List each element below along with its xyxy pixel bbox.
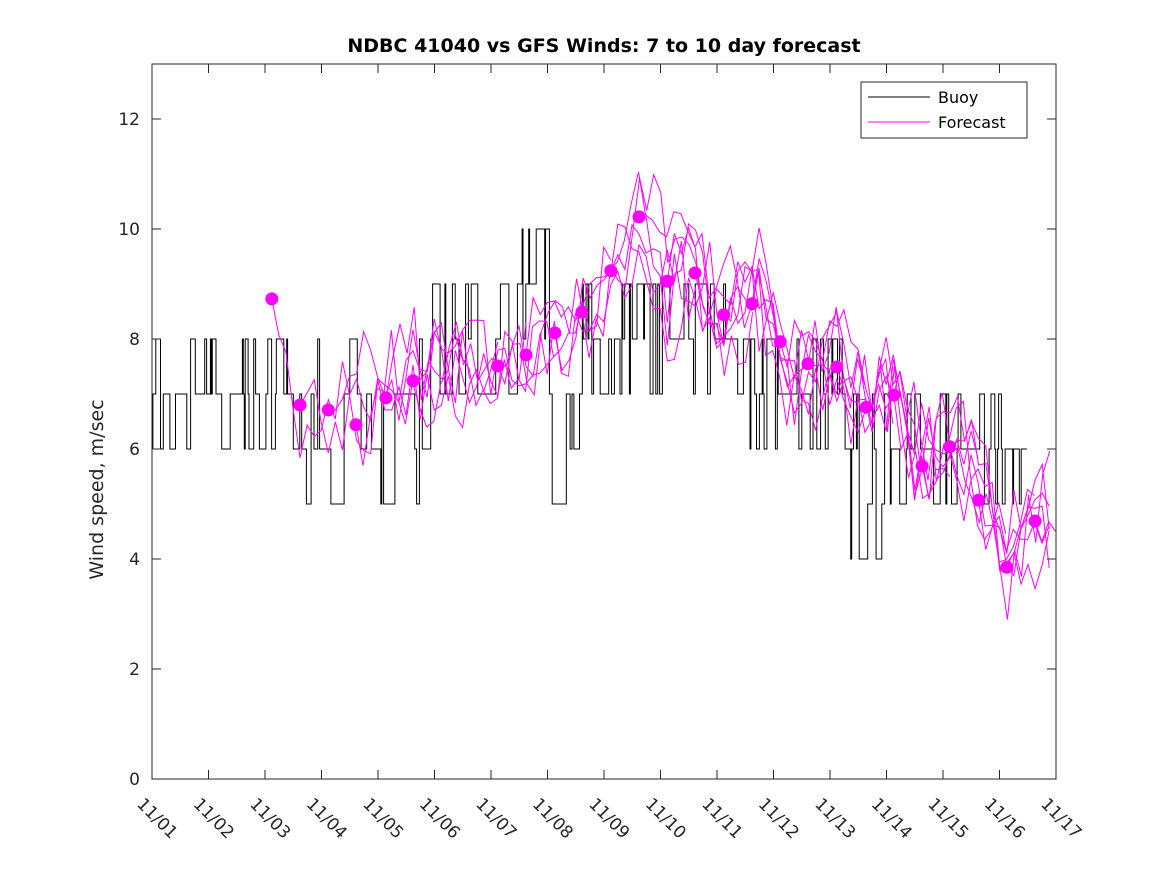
x-tick-label: 11/13 (810, 794, 859, 843)
buoy-series (152, 228, 1027, 560)
forecast-point (859, 400, 873, 414)
forecast-point (660, 274, 674, 288)
y-tick-label: 8 (129, 330, 140, 350)
forecast-point (1028, 514, 1042, 528)
forecast-line (299, 341, 499, 455)
legend-box (860, 81, 1028, 139)
forecast-line (385, 278, 585, 401)
forecast-point (830, 360, 844, 374)
y-axis-label: Wind speed, m/sec (86, 399, 108, 579)
x-tick-label: 11/03 (245, 794, 294, 843)
forecast-point (575, 305, 589, 319)
forecast-point (1000, 560, 1014, 574)
forecast-line (949, 446, 1056, 553)
forecast-point (604, 264, 618, 278)
forecast-point (406, 374, 420, 388)
y-tick-label: 4 (129, 550, 140, 570)
y-tick-label: 6 (129, 440, 140, 460)
legend-buoy-label: Buoy (938, 88, 978, 107)
y-tick-label: 10 (118, 220, 140, 240)
forecast-point (915, 459, 929, 473)
x-tick-label: 11/12 (754, 794, 803, 843)
forecast-point (745, 297, 759, 311)
x-tick-label: 11/07 (471, 794, 520, 843)
legend-forecast-label: Forecast (938, 113, 1006, 132)
forecast-point (943, 440, 957, 454)
x-tick-label: 11/06 (415, 794, 464, 843)
chart-title: NDBC 41040 vs GFS Winds: 7 to 10 day for… (347, 35, 860, 57)
forecast-point (548, 326, 562, 340)
forecast-point (491, 359, 505, 373)
forecast-point (349, 418, 363, 432)
forecast-point (321, 403, 335, 417)
forecast-line (751, 258, 951, 501)
forecast-line (412, 245, 612, 396)
forecast-line (807, 354, 1007, 541)
forecast-line (866, 364, 1051, 620)
forecast-line (554, 172, 754, 376)
forecast-line (638, 216, 837, 431)
x-tick-label: 11/16 (980, 794, 1029, 843)
forecast-line (723, 261, 922, 497)
forecast-line (355, 320, 555, 466)
x-tick-label: 11/14 (867, 794, 916, 843)
x-tick-label: 11/05 (358, 794, 407, 843)
x-tick-label: 11/09 (584, 794, 633, 843)
forecast-line (1006, 505, 1050, 577)
legend: Buoy Forecast (860, 81, 1028, 139)
forecast-point (972, 493, 986, 507)
forecast-point (773, 335, 787, 349)
forecast-point (632, 210, 646, 224)
forecast-point (265, 292, 279, 306)
forecast-point (379, 391, 393, 405)
buoy-line (152, 228, 1027, 560)
forecast-line (836, 359, 1035, 563)
forecast-line (525, 223, 725, 362)
forecast-line (921, 395, 1050, 554)
forecast-line (978, 500, 1050, 591)
forecast-line (610, 223, 809, 379)
y-axis: 0 2 4 6 8 10 12 (118, 110, 1056, 790)
forecast-series (271, 171, 1056, 620)
forecast-point (717, 308, 731, 322)
x-tick-label: 11/11 (697, 794, 746, 843)
forecast-points (265, 210, 1042, 574)
forecast-point (887, 388, 901, 402)
x-tick-label: 11/04 (302, 794, 351, 843)
forecast-point (688, 266, 702, 280)
y-tick-label: 2 (129, 660, 140, 680)
x-tick-label: 11/01 (132, 794, 181, 843)
forecast-point (293, 398, 307, 412)
x-tick-label: 11/02 (189, 794, 238, 843)
x-tick-label: 11/08 (528, 794, 577, 843)
x-tick-label: 11/10 (641, 794, 690, 843)
y-tick-label: 0 (129, 770, 140, 790)
forecast-point (801, 357, 815, 371)
y-tick-label: 12 (118, 110, 140, 130)
x-tick-label: 11/17 (1036, 794, 1085, 843)
forecast-line (581, 171, 780, 358)
forecast-point (519, 348, 533, 362)
forecast-line (1034, 520, 1050, 545)
x-tick-label: 11/15 (923, 794, 972, 843)
forecast-line (666, 226, 866, 425)
